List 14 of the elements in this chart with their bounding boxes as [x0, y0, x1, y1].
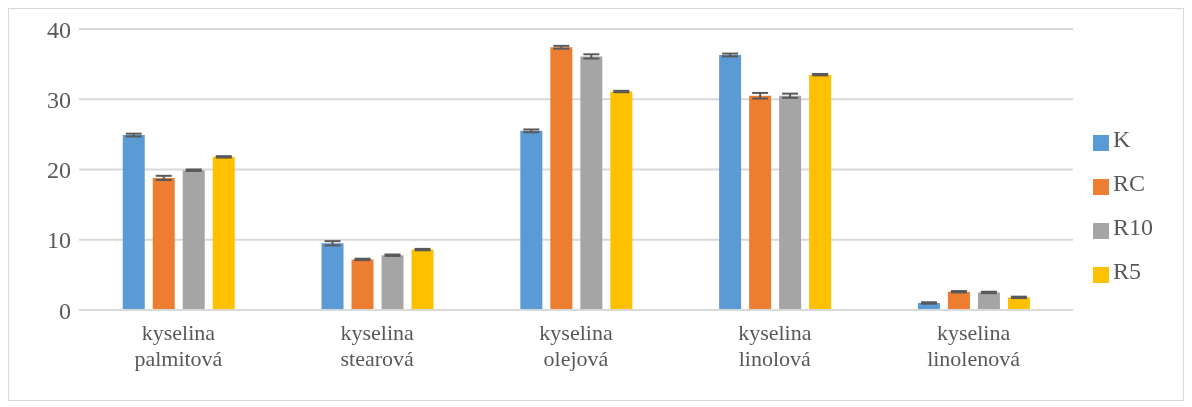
- legend-label: R10: [1112, 213, 1153, 240]
- y-tick-label: 30: [47, 86, 71, 113]
- legend-label: RC: [1112, 169, 1145, 196]
- y-tick-label: 20: [47, 157, 71, 184]
- y-tick-label: 0: [59, 297, 71, 324]
- y-tick-label: 40: [47, 16, 71, 43]
- x-tick-label: kyselina linolenová: [927, 320, 1021, 371]
- x-tick-label: kyselina olejová: [539, 320, 613, 371]
- y-tick-label: 10: [47, 227, 71, 254]
- x-tick-label: kyselina linolová: [738, 320, 812, 371]
- legend-label: R5: [1112, 257, 1141, 284]
- legend-label: K: [1112, 125, 1131, 152]
- x-tick-label: kyselina palmitová: [134, 320, 223, 371]
- x-tick-label: kyselina stearová: [340, 320, 415, 371]
